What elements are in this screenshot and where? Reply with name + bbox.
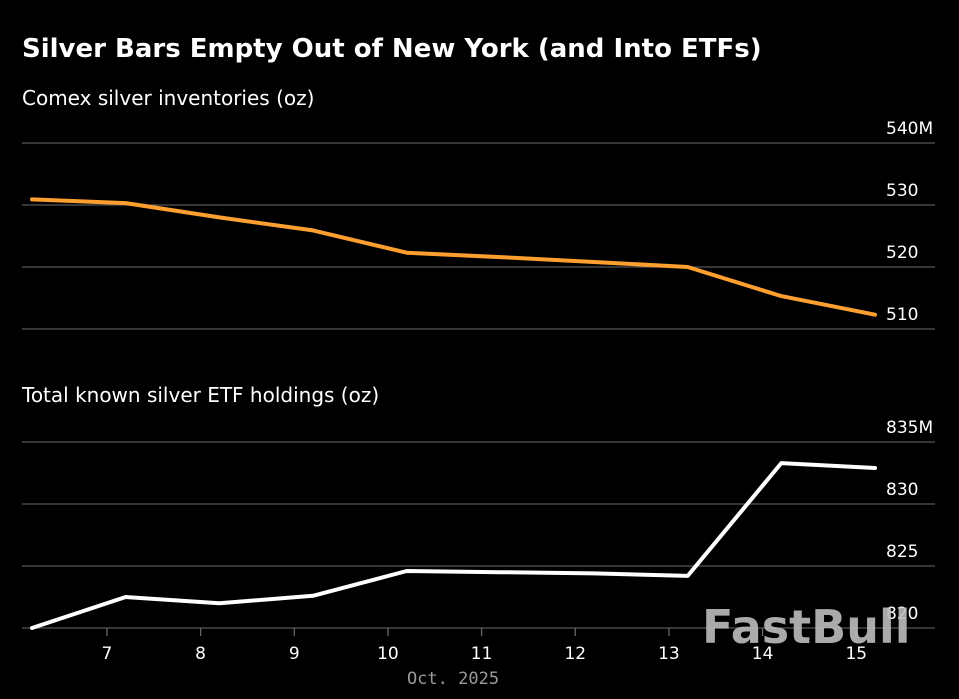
panel-2-y-tick-label: 825 [886,542,918,562]
x-tick-label: 11 [471,644,493,664]
x-tick-label: 13 [658,644,680,664]
x-tick-label: 8 [195,644,206,664]
x-tick-label: 12 [564,644,586,664]
panel-2-y-tick-label: 835M [886,418,933,438]
panel-1-y-tick-label: 540M [886,119,933,139]
x-tick-label: 10 [377,644,399,664]
fastbull-watermark: FastBull [702,600,910,654]
panel-2-series-line [30,461,877,630]
panel-1-series-line [30,197,877,317]
panel-1-subtitle: Comex silver inventories (oz) [22,86,314,110]
x-axis-label: Oct. 2025 [407,669,499,689]
panel-1-y-tick-label: 530 [886,181,918,201]
panel-1-y-tick-label: 510 [886,305,918,325]
panel-2-y-tick-label: 830 [886,480,918,500]
panel-2-subtitle: Total known silver ETF holdings (oz) [21,383,379,407]
panel-2-y-tick-label: 820 [886,604,918,624]
x-tick-label: 15 [845,644,867,664]
x-tick-label: 9 [289,644,300,664]
chart-title: Silver Bars Empty Out of New York (and I… [22,34,762,64]
x-tick-label: 7 [102,644,113,664]
panel-1-y-tick-label: 520 [886,243,918,263]
x-tick-label: 14 [752,644,774,664]
